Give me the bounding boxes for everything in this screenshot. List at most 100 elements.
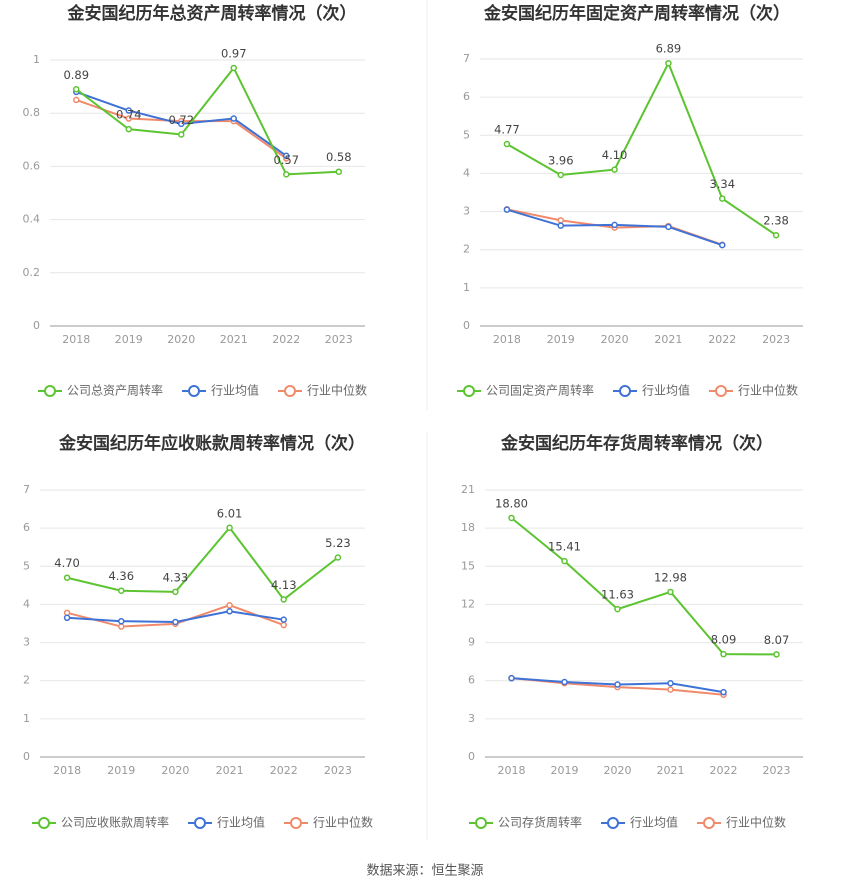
data-label: 4.70 — [54, 556, 80, 570]
legend-item[interactable]: 公司总资产周转率 — [38, 383, 163, 398]
y-tick-label: 0 — [468, 750, 475, 763]
y-tick-label: 1 — [33, 53, 40, 66]
x-tick-label: 2022 — [710, 764, 738, 777]
data-point — [230, 64, 237, 72]
data-label: 6.89 — [656, 42, 682, 56]
x-tick-label: 2021 — [654, 333, 682, 346]
data-label: 12.98 — [654, 570, 687, 584]
legend-item[interactable]: 公司存货周转率 — [469, 815, 582, 830]
x-tick-label: 2020 — [601, 333, 629, 346]
data-point — [118, 617, 125, 625]
series-line — [510, 517, 777, 656]
data-point — [230, 115, 237, 122]
x-tick-label: 2020 — [604, 764, 632, 777]
data-point — [772, 231, 780, 239]
legend-label: 公司总资产周转率 — [67, 383, 163, 398]
data-point — [118, 587, 125, 594]
chart-title: 金安国纪历年总资产周转率情况（次） — [67, 3, 357, 24]
y-tick-label: 6 — [468, 674, 475, 687]
data-point — [665, 223, 672, 231]
legend-label: 行业中位数 — [313, 815, 373, 830]
x-tick-label: 2023 — [325, 333, 353, 346]
data-point — [335, 168, 342, 175]
data-point — [561, 557, 568, 565]
data-label: 4.13 — [271, 578, 297, 592]
data-point — [280, 616, 287, 623]
y-tick-label: 0.4 — [23, 213, 41, 226]
data-label: 3.34 — [709, 177, 735, 191]
y-tick-label: 15 — [461, 559, 475, 572]
data-point — [611, 221, 618, 229]
data-label: 8.07 — [764, 633, 790, 647]
x-tick-label: 2018 — [53, 764, 81, 777]
data-point — [118, 623, 125, 630]
data-label: 4.36 — [108, 569, 134, 583]
y-tick-label: 0 — [463, 319, 470, 332]
legend-label: 公司固定资产周转率 — [486, 383, 594, 398]
data-point — [334, 554, 342, 561]
data-point — [614, 681, 621, 688]
legend-marker — [607, 817, 619, 829]
legend-marker — [194, 817, 206, 829]
data-point — [719, 241, 726, 249]
legend-marker — [44, 385, 56, 397]
data-point — [172, 588, 179, 596]
y-tick-label: 3 — [468, 712, 475, 725]
data-point — [280, 621, 287, 629]
legend-label: 行业中位数 — [738, 383, 798, 398]
x-tick-label: 2019 — [551, 764, 579, 777]
y-tick-label: 21 — [461, 483, 475, 496]
legend-label: 行业均值 — [630, 815, 678, 830]
legend-marker — [715, 385, 727, 397]
legend-marker — [290, 817, 302, 829]
data-point — [178, 131, 185, 138]
data-label: 4.33 — [163, 570, 189, 584]
data-point — [557, 222, 564, 229]
x-tick-label: 2019 — [107, 764, 135, 777]
chart-title: 金安国纪历年应收账款周转率情况（次） — [58, 433, 365, 454]
legend-marker — [703, 817, 715, 829]
y-tick-label: 2 — [23, 674, 30, 687]
data-point — [125, 125, 132, 133]
data-point — [226, 601, 233, 609]
legend-item[interactable]: 行业中位数 — [697, 815, 786, 830]
y-tick-label: 6 — [463, 90, 470, 103]
data-point — [557, 217, 564, 224]
x-tick-label: 2020 — [161, 764, 189, 777]
y-tick-label: 18 — [461, 521, 475, 534]
data-point — [125, 115, 132, 122]
legend-item[interactable]: 行业中位数 — [278, 383, 367, 398]
y-tick-label: 0.8 — [23, 106, 41, 119]
legend-marker — [475, 817, 487, 829]
legend-item[interactable]: 行业均值 — [188, 815, 265, 830]
data-point — [720, 688, 727, 696]
legend-item[interactable]: 行业均值 — [613, 383, 690, 398]
y-tick-label: 5 — [463, 128, 470, 141]
data-point — [172, 618, 179, 626]
y-tick-label: 6 — [23, 521, 30, 534]
data-point — [611, 166, 618, 173]
x-tick-label: 2023 — [763, 764, 791, 777]
data-point — [719, 195, 726, 202]
legend-label: 行业均值 — [211, 383, 259, 398]
x-tick-label: 2023 — [762, 333, 790, 346]
data-label: 2.38 — [763, 214, 789, 228]
y-tick-label: 9 — [468, 636, 475, 649]
y-tick-label: 0.2 — [23, 266, 41, 279]
data-point — [73, 86, 80, 93]
y-tick-label: 3 — [463, 205, 470, 218]
legend-item[interactable]: 行业均值 — [601, 815, 678, 830]
data-point — [720, 650, 727, 658]
legend-item[interactable]: 行业均值 — [182, 383, 259, 398]
legend-marker — [619, 385, 631, 397]
x-tick-label: 2018 — [62, 333, 90, 346]
legend-item[interactable]: 公司应收账款周转率 — [32, 815, 169, 830]
data-point — [125, 107, 132, 114]
legend-item[interactable]: 行业中位数 — [284, 815, 373, 830]
x-tick-label: 2018 — [493, 333, 521, 346]
y-tick-label: 1 — [23, 712, 30, 725]
legend-item[interactable]: 行业中位数 — [709, 383, 798, 398]
data-point — [63, 614, 71, 622]
legend-item[interactable]: 公司固定资产周转率 — [457, 383, 594, 398]
